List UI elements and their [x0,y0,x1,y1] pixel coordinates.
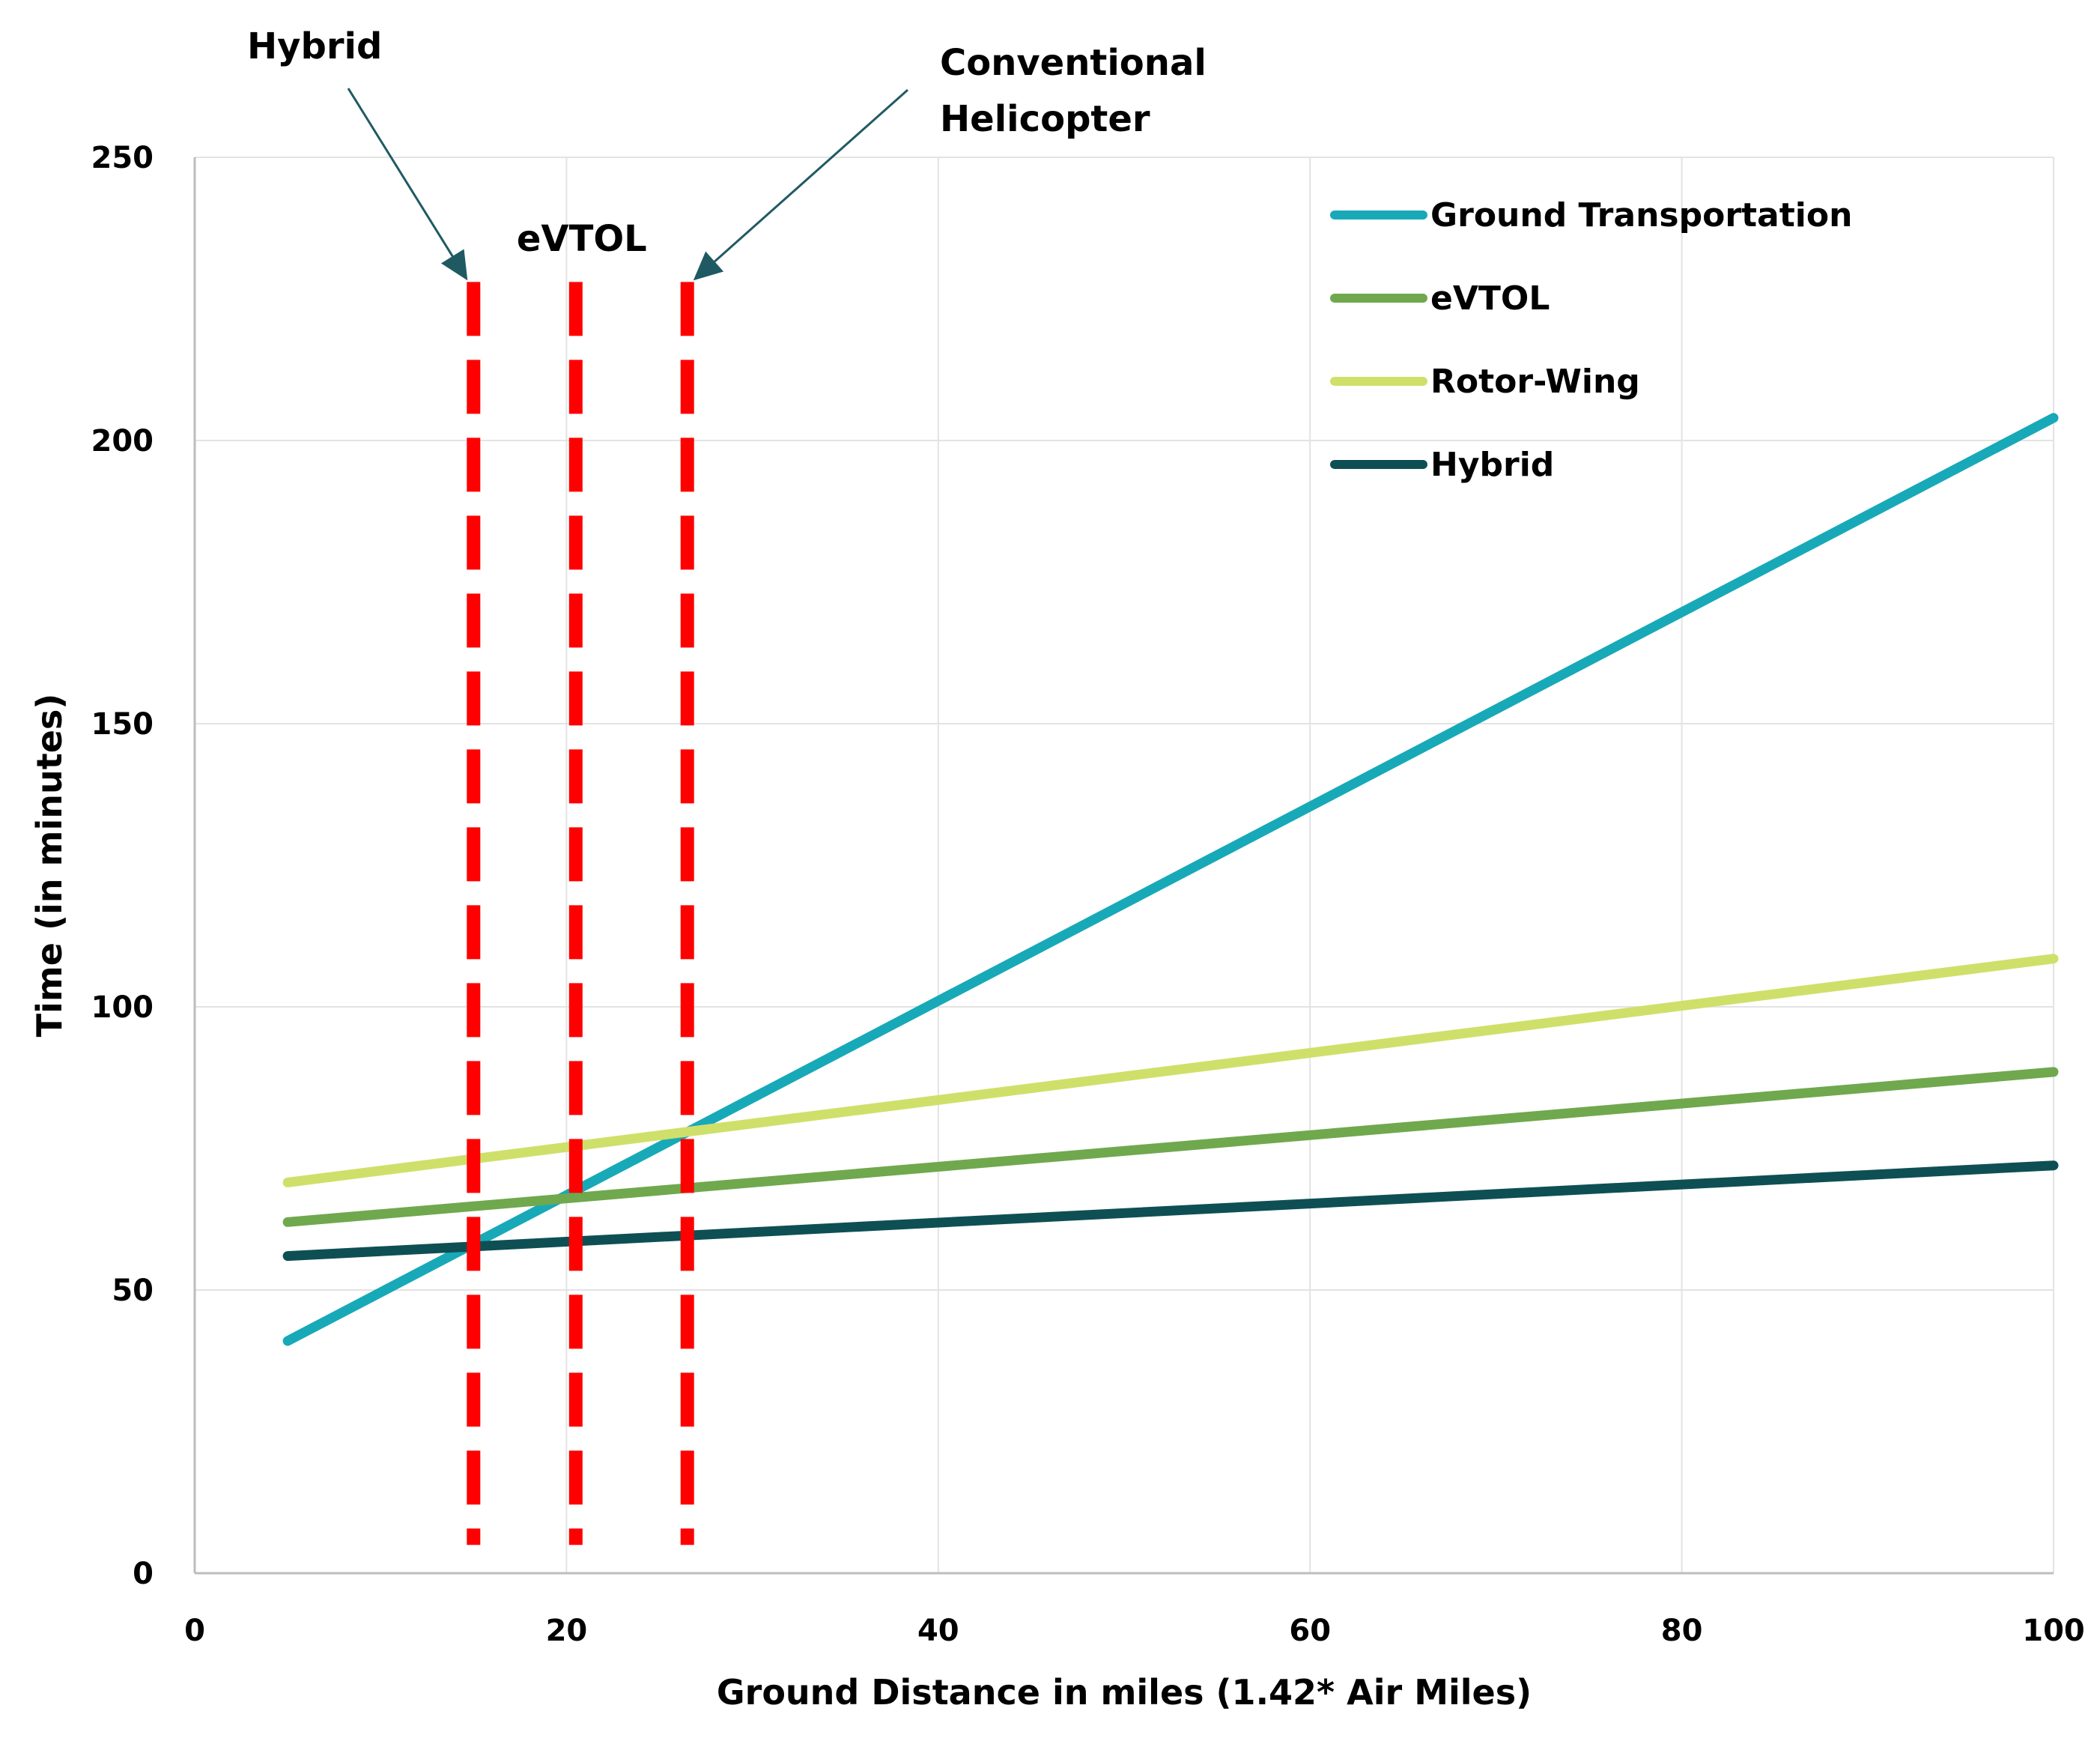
y-tick-label: 0 [133,1557,154,1591]
y-tick-label: 250 [91,141,154,175]
annotation-conventional-line1: Conventional [940,42,1207,84]
axes [193,157,2054,1575]
legend-label-hybrid: Hybrid [1430,446,1554,484]
legend-label-rotor-wing: Rotor-Wing [1430,363,1640,401]
y-axis-title: Time (in minutes) [29,694,70,1038]
arrow-conventional-shaft [714,88,908,263]
y-axis-ticks: 0 50 100 150 200 250 [91,141,154,1591]
legend-label-evtol: eVTOL [1430,279,1550,318]
x-tick-label: 20 [546,1614,588,1648]
legend: Ground Transportation eVTOL Rotor-Wing Hybr… [1330,196,1852,484]
x-axis-title: Ground Distance in miles (1.42* Air Mile… [717,1672,1532,1713]
series-line-evtol [282,1067,2059,1227]
x-tick-label: 0 [184,1614,205,1648]
breakeven-lines [467,282,694,1545]
grid [195,157,2054,1573]
x-tick-label: 80 [1661,1614,1703,1648]
annotation-conventional-line2: Helicopter [940,98,1150,140]
x-tick-label: 60 [1289,1614,1331,1648]
arrow-conventional [693,88,908,281]
series-lines [282,413,2059,1346]
annotations: Hybrid eVTOL Conventional Helicopter [247,25,1207,281]
y-tick-label: 200 [91,424,154,458]
x-axis-ticks: 0 20 40 60 80 100 [184,1614,2085,1648]
arrow-hybrid [347,88,468,281]
annotation-hybrid: Hybrid [247,25,382,67]
x-tick-label: 100 [2022,1614,2085,1648]
y-tick-label: 100 [91,990,154,1025]
arrow-hybrid-head [440,249,468,281]
annotation-evtol: eVTOL [517,218,647,260]
arrow-conventional-head [693,251,724,281]
x-tick-label: 40 [917,1614,959,1648]
series-line-hybrid [282,1160,2059,1262]
y-tick-label: 150 [91,707,154,742]
arrow-hybrid-shaft [347,88,454,257]
y-tick-label: 50 [112,1274,154,1308]
legend-label-ground-transportation: Ground Transportation [1430,196,1852,234]
